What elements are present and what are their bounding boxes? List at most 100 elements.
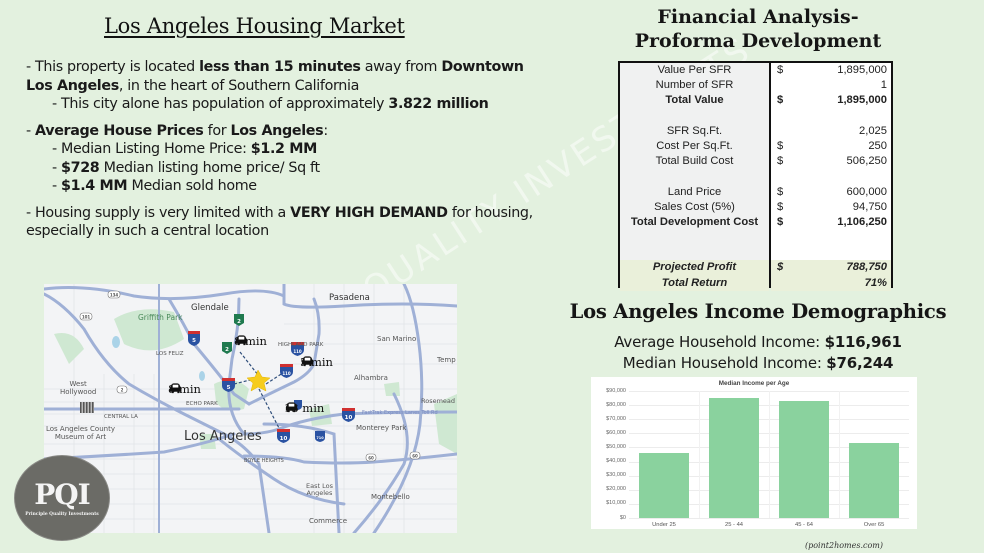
housing-market-title: Los Angeles Housing Market	[104, 14, 405, 38]
map-label-east-la: East Los Angeles	[306, 482, 333, 497]
row-value: 788,750	[846, 261, 887, 274]
map-label-monterey-park: Monterey Park	[356, 424, 407, 432]
i210-shield-icon: 110	[291, 342, 304, 356]
median-household-income: Median Household Income: $76,244	[622, 354, 894, 372]
svg-text:60: 60	[368, 456, 374, 461]
map-label-rosemead: Rosemead	[421, 397, 456, 405]
row-label: Number of SFR	[655, 79, 734, 92]
ca60-shield-icon: 60	[409, 451, 421, 460]
currency-symbol: $	[777, 139, 784, 152]
pqi-logo: PQI Principle Quality Investments	[14, 455, 110, 541]
currency-symbol: $	[777, 261, 784, 274]
ca134-shield-icon: 134	[107, 290, 121, 299]
map-label-west-hollywood: West Hollywood	[60, 380, 97, 396]
y-tick-label: $50,000	[606, 443, 626, 450]
svg-text:5: 5	[192, 338, 196, 344]
average-household-income: Average Household Income: $116,961	[614, 333, 902, 351]
car-icon	[285, 402, 298, 413]
row-label: Projected Profit	[620, 260, 769, 276]
row-label: Land Price	[667, 185, 722, 198]
row-value: 600,000	[846, 185, 887, 198]
vertical-gridline	[839, 391, 840, 518]
chart-bar	[638, 453, 690, 518]
drive-time-south: 13 min	[284, 401, 325, 415]
lacma-museum-icon	[80, 402, 94, 413]
map-label-lacma: Los Angeles County Museum of Art	[46, 425, 115, 441]
currency-symbol: $	[777, 185, 784, 198]
y-tick-label: $20,000	[606, 486, 626, 493]
map-label-los-feliz: LOS FELIZ	[156, 351, 184, 357]
row-value: 94,750	[852, 200, 887, 213]
map-label-boyle-heights: BOYLE HEIGHTS	[244, 458, 284, 464]
vertical-gridline	[769, 391, 770, 518]
car-icon	[301, 356, 314, 367]
median-income-chart: Median Income per Age $90,000 $80,000 $70,…	[591, 377, 917, 529]
y-tick-label: $80,000	[606, 401, 626, 408]
svg-text:10: 10	[280, 436, 288, 442]
income-demographics-title: Los Angeles Income Demographics	[569, 300, 947, 323]
map-label-pasadena: Pasadena	[329, 293, 370, 303]
currency-symbol: $	[777, 64, 784, 76]
map-label-alhambra: Alhambra	[354, 374, 388, 382]
row-label: Total Build Cost	[655, 155, 734, 168]
chart-bar	[778, 400, 830, 518]
i5-shield-icon: 5	[188, 331, 200, 346]
map-label-highland-park: HIGHLAND PARK	[278, 342, 324, 348]
y-tick-label: $40,000	[606, 458, 626, 465]
bullet-population: - This city alone has population of appr…	[52, 96, 489, 112]
row-label: Total Return	[620, 275, 769, 291]
row-value: 506,250	[846, 155, 887, 168]
svg-text:110: 110	[293, 349, 302, 354]
currency-symbol: $	[777, 200, 784, 213]
map-label-montebello: Montebello	[371, 493, 410, 501]
row-value: 1,895,000	[837, 94, 887, 107]
y-tick-label: $30,000	[606, 472, 626, 479]
svg-text:134: 134	[110, 293, 119, 298]
location-map[interactable]: 5 2 2 5 110 110 10 10 710 101 134 2 60 6…	[44, 284, 457, 533]
source-citation: (point2homes.com)	[805, 541, 884, 550]
proforma-labels-column: Value Per SFR Number of SFR Total Value …	[620, 63, 771, 291]
svg-text:60: 60	[412, 454, 418, 459]
car-icon	[169, 383, 182, 394]
i10-shield-icon: 10	[277, 429, 290, 443]
row-label: Cost Per Sq.Ft.	[656, 139, 733, 152]
row-spacer	[771, 230, 891, 260]
map-label-temple: Temp	[437, 356, 456, 364]
row-label: SFR Sq.Ft.	[666, 124, 723, 137]
drive-time-east: 5 min	[300, 355, 333, 369]
i710-shield-icon: 710	[315, 431, 325, 442]
svg-text:710: 710	[316, 436, 324, 440]
svg-text:5: 5	[227, 385, 231, 391]
row-spacer	[771, 109, 891, 124]
bullet-median-listing: - Median Listing Home Price: $1.2 MM	[52, 141, 318, 157]
map-label-central-la: CENTRAL LA	[104, 414, 138, 420]
row-value: 250	[868, 139, 887, 152]
property-star-icon	[246, 369, 271, 392]
svg-text:2: 2	[225, 347, 229, 353]
proforma-values-column: $1,895,000 1 $1,895,000 2,025 $250 $506,…	[771, 63, 891, 291]
x-tick-label: Over 65	[863, 522, 885, 528]
map-label-san-marino: San Marino	[377, 335, 417, 343]
gridline	[629, 518, 909, 519]
row-label: Sales Cost (5%)	[654, 200, 735, 213]
row-spacer	[620, 109, 769, 124]
i110-shield-icon: 110	[280, 364, 293, 378]
bullet-median-sold: - $1.4 MM Median sold home	[52, 178, 257, 194]
bullet-supply: - Housing supply is very limited with a …	[26, 204, 533, 240]
svg-text:2: 2	[237, 319, 241, 325]
currency-symbol: $	[777, 155, 784, 168]
svg-text:101: 101	[82, 315, 91, 320]
row-spacer	[771, 169, 891, 184]
logo-mark: PQI	[34, 477, 91, 511]
row-label: Total Development Cost	[630, 215, 759, 228]
map-label-echo-park: ECHO PARK	[186, 401, 218, 407]
y-tick-label: $90,000	[606, 387, 626, 394]
bullet-location: - This property is located less than 15 …	[26, 59, 524, 94]
financial-analysis-title: Financial Analysis- Proforma Development	[634, 6, 882, 52]
svg-text:2: 2	[121, 388, 124, 393]
x-tick-label: 45 - 64	[794, 522, 814, 528]
map-label-commerce: Commerce	[309, 517, 347, 525]
ca2-shield-icon: 2	[234, 314, 244, 326]
svg-text:110: 110	[282, 371, 291, 376]
ca2-shield-icon: 2	[222, 342, 232, 354]
